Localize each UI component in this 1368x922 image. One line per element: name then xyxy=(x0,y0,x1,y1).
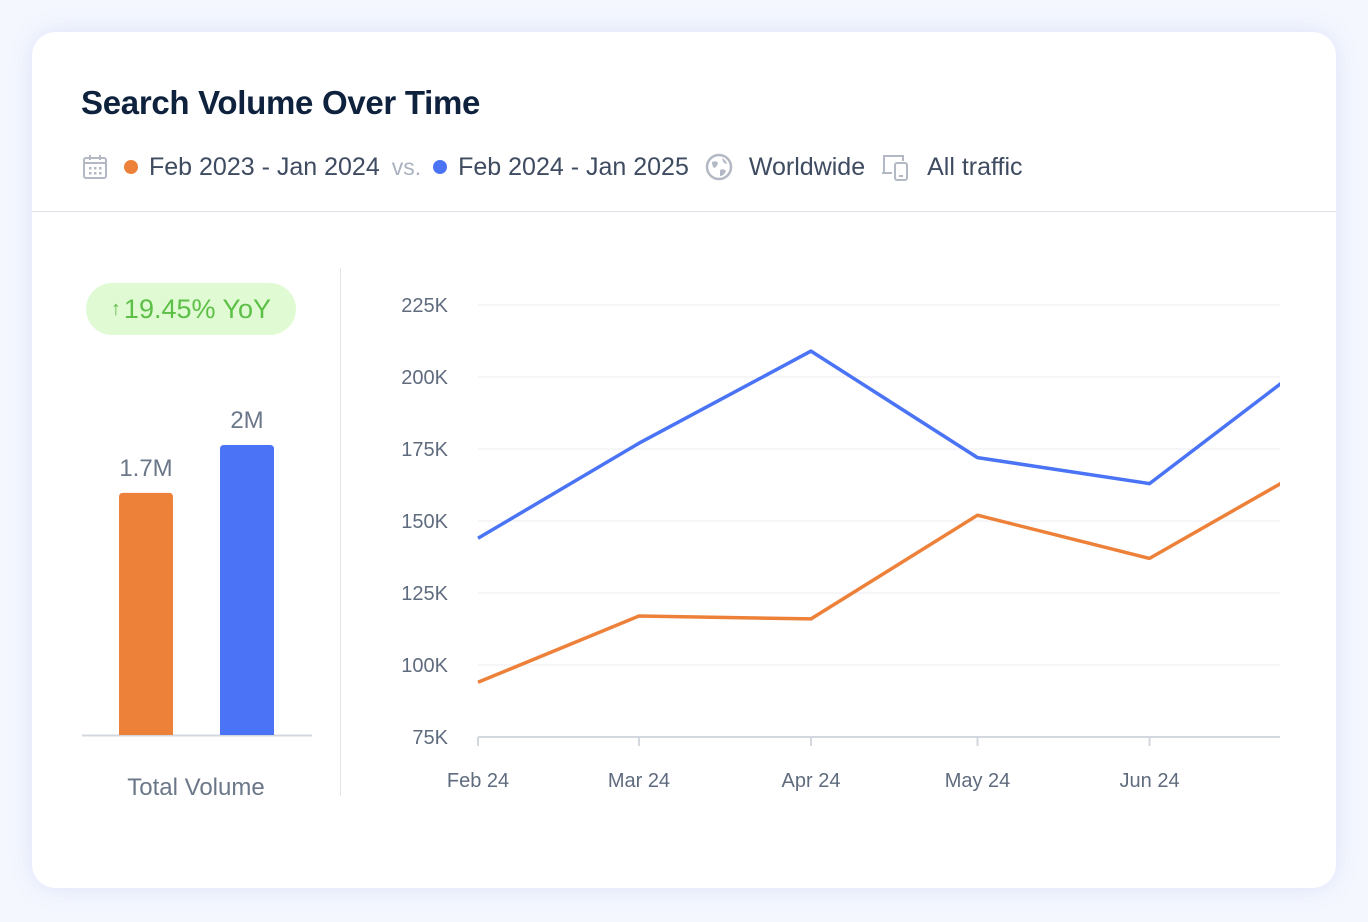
y-tick-label: 125K xyxy=(401,583,448,605)
y-tick-label: 100K xyxy=(401,655,448,677)
panel-divider xyxy=(340,268,341,796)
x-tick-label: Mar 24 xyxy=(608,770,670,792)
x-tick-label: May 24 xyxy=(945,770,1011,792)
yoy-text: 19.45% YoY xyxy=(123,293,272,324)
bar-current xyxy=(220,445,274,735)
chart-filters: Feb 2023 - Jan 2024 vs. Feb 2024 - Jan 2… xyxy=(82,150,1023,184)
period-current: Feb 2024 - Jan 2025 xyxy=(458,152,689,181)
legend-dot-current xyxy=(433,160,448,174)
location-label: Worldwide xyxy=(748,152,866,181)
legend-dot-previous xyxy=(124,160,138,174)
y-tick-label: 225K xyxy=(401,295,448,317)
traffic-label: All traffic xyxy=(927,152,1023,181)
x-tick-label: Jun 24 xyxy=(1120,770,1180,792)
globe-icon xyxy=(705,153,733,181)
y-tick-label: 200K xyxy=(401,367,448,389)
bar-xlabel: Total Volume xyxy=(127,774,264,801)
card-title: Search Volume Over Time xyxy=(81,84,481,121)
bar-previous xyxy=(119,492,173,735)
yoy-badge: ↑ 19.45% YoY xyxy=(86,283,296,335)
x-tick-label: Apr 24 xyxy=(782,770,841,792)
bar-value-label: 2M xyxy=(230,407,263,434)
header-divider xyxy=(32,211,1336,212)
line-series-previous xyxy=(477,481,1280,684)
y-tick-label: 75K xyxy=(412,727,448,749)
bar-value-label: 1.7M xyxy=(119,455,172,482)
y-tick-label: 150K xyxy=(401,511,448,533)
period-previous: Feb 2023 - Jan 2024 xyxy=(149,152,380,181)
arrow-up-icon: ↑ xyxy=(110,297,121,320)
devices-icon xyxy=(881,153,911,181)
vs-label: vs. xyxy=(391,153,422,180)
x-tick-label: Feb 24 xyxy=(447,770,509,792)
y-tick-label: 175K xyxy=(401,439,448,461)
calendar-icon xyxy=(82,154,108,180)
line-series-current xyxy=(477,349,1280,540)
